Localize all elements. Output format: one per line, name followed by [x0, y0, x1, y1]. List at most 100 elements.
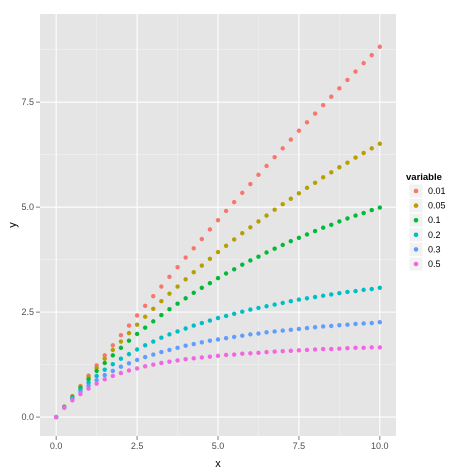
data-point-0.2	[288, 299, 294, 304]
data-point-0.05	[151, 306, 156, 311]
data-point-0.01	[102, 353, 107, 358]
data-point-0.2	[175, 329, 180, 334]
data-point-0.3	[151, 352, 156, 357]
data-point-0.01	[175, 265, 180, 270]
data-point-0.05	[175, 284, 180, 289]
legend-swatch	[413, 188, 419, 194]
data-point-0.05	[369, 146, 374, 151]
data-point-0.01	[167, 274, 172, 280]
data-point-0.5	[288, 348, 294, 353]
data-point-0.01	[151, 293, 156, 299]
data-point-0.1	[369, 207, 374, 213]
data-point-0.5	[70, 398, 75, 403]
data-point-0.2	[134, 347, 140, 352]
data-point-0.3	[353, 321, 358, 327]
data-point-0.1	[191, 290, 196, 296]
data-point-0.1	[329, 222, 334, 227]
data-point-0.05	[280, 202, 285, 207]
data-point-0.5	[337, 346, 342, 351]
data-point-0.1	[102, 360, 107, 366]
data-point-0.5	[151, 362, 156, 367]
data-point-0.3	[134, 357, 140, 363]
data-point-0.5	[256, 350, 261, 356]
data-point-0.2	[223, 313, 229, 319]
data-point-0.1	[207, 280, 213, 286]
data-point-0.3	[304, 325, 310, 331]
data-point-0.3	[345, 322, 350, 327]
data-point-0.2	[183, 326, 188, 331]
data-point-0.2	[102, 367, 107, 372]
legend-label: 0.2	[428, 230, 441, 240]
legend-swatch	[413, 261, 419, 267]
legend-label: 0.3	[428, 244, 441, 254]
legend-item-0.05: 0.05	[408, 198, 446, 214]
data-point-0.05	[361, 150, 366, 156]
data-point-0.1	[353, 213, 358, 218]
data-point-0.2	[159, 335, 164, 340]
data-point-0.2	[361, 287, 366, 293]
data-point-0.3	[102, 372, 107, 378]
data-point-0.01	[240, 190, 245, 196]
data-point-0.1	[118, 345, 124, 351]
data-point-0.01	[329, 94, 334, 99]
data-point-0.2	[207, 318, 213, 323]
data-point-0.3	[159, 349, 164, 355]
data-point-0.1	[296, 235, 302, 241]
data-point-0.5	[329, 346, 334, 352]
data-point-0.05	[240, 230, 245, 236]
data-point-0.01	[231, 199, 237, 205]
y-tick-label: 0.0	[21, 412, 34, 422]
data-point-0.01	[248, 181, 253, 187]
data-point-0.01	[345, 77, 350, 83]
legend-swatch	[413, 217, 419, 223]
data-point-0.3	[280, 328, 285, 333]
data-point-0.1	[126, 338, 132, 343]
data-point-0.5	[167, 359, 172, 364]
data-point-0.05	[134, 322, 140, 327]
data-point-0.2	[345, 289, 350, 295]
data-point-0.3	[142, 354, 148, 360]
data-point-0.05	[337, 165, 342, 170]
data-point-0.1	[183, 296, 188, 301]
legend-label: 0.05	[428, 201, 446, 211]
data-point-0.05	[312, 180, 318, 185]
data-point-0.2	[142, 343, 148, 348]
data-point-0.1	[231, 267, 237, 272]
data-point-0.3	[240, 333, 245, 338]
x-axis-title: x	[215, 458, 221, 470]
data-point-0.1	[199, 285, 205, 290]
x-axis-ticks: 0.0 2.5 5.0 7.5 10.0	[50, 436, 389, 451]
data-point-0.05	[126, 330, 132, 336]
data-point-0.5	[183, 356, 188, 362]
data-point-0.01	[183, 255, 188, 260]
data-point-0.5	[304, 347, 310, 353]
data-point-0.5	[78, 391, 83, 397]
data-point-0.3	[183, 343, 188, 348]
data-point-0.2	[320, 293, 326, 298]
data-point-0.1	[377, 205, 383, 210]
data-point-0.05	[264, 213, 269, 218]
data-point-0.5	[280, 348, 285, 354]
data-point-0.05	[345, 160, 350, 165]
legend-label: 0.01	[428, 186, 446, 196]
legend-label: 0.1	[428, 215, 441, 225]
data-point-0.01	[199, 236, 205, 242]
data-point-0.5	[175, 358, 180, 363]
legend-swatch	[413, 247, 419, 252]
data-point-0.3	[337, 322, 342, 328]
data-point-0.5	[377, 345, 383, 350]
data-point-0.1	[134, 331, 140, 337]
x-tick-label: 10.0	[371, 441, 389, 451]
data-point-0.2	[110, 362, 116, 367]
legend-swatch	[413, 203, 419, 208]
y-axis-title: y	[7, 222, 19, 228]
data-point-0.2	[296, 297, 302, 302]
data-point-0.2	[94, 373, 99, 379]
data-point-0.5	[86, 386, 91, 391]
legend: variable 0.01 0.05 0.1 0.2 0.3 0.5	[406, 172, 446, 272]
data-point-0.1	[110, 353, 116, 358]
x-tick-label: 7.5	[293, 441, 306, 451]
data-point-0.3	[110, 368, 116, 374]
data-point-0.2	[312, 294, 318, 300]
